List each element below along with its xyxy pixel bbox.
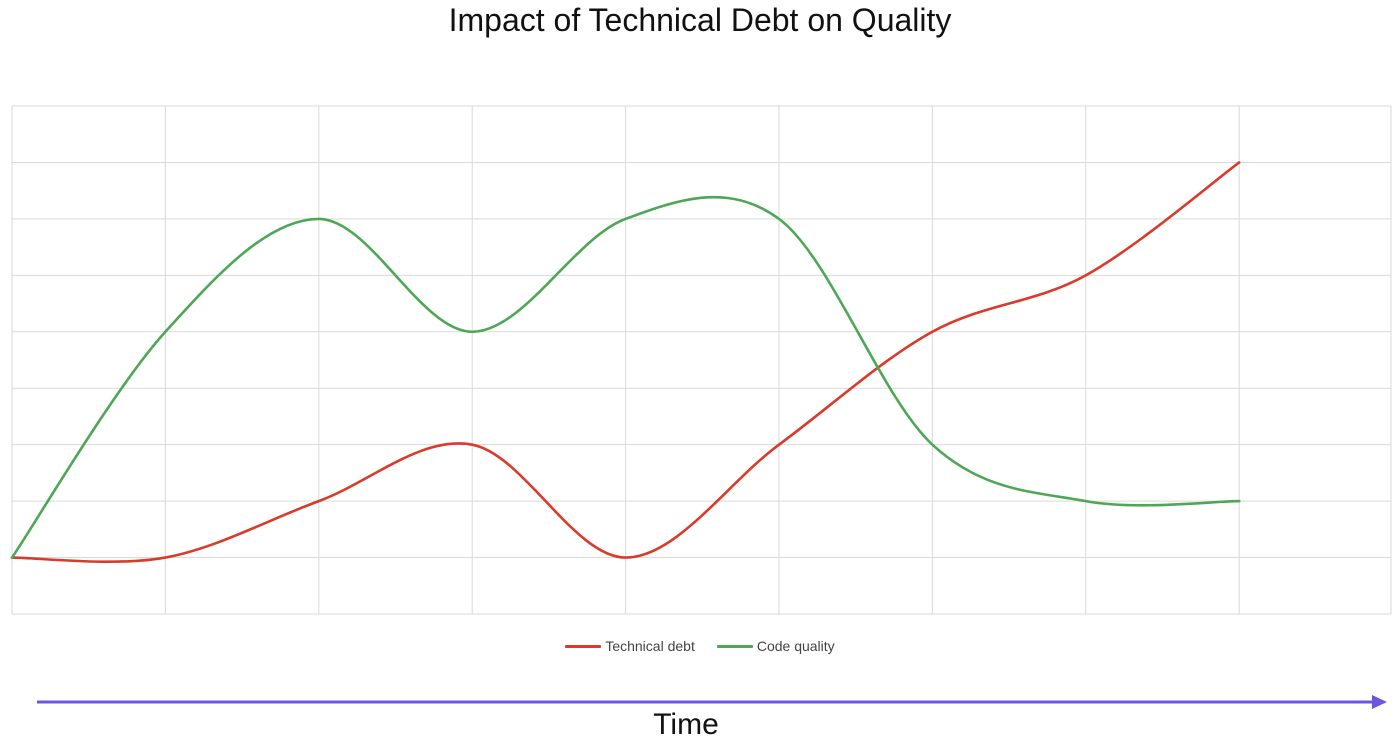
legend-label-code-quality: Code quality <box>756 638 835 654</box>
chart-series <box>10 161 1241 564</box>
time-arrow-head <box>1372 695 1387 709</box>
series-line-code-quality <box>10 195 1241 559</box>
legend-label-technical-debt: Technical debt <box>605 638 695 654</box>
chart-legend: Technical debt Code quality <box>0 638 1400 654</box>
legend-item-code-quality: Code quality <box>716 638 835 654</box>
x-axis-label: Time <box>653 708 719 741</box>
chart-grid <box>11 105 1392 615</box>
legend-swatch-code-quality <box>716 644 753 648</box>
legend-swatch-technical-debt <box>565 644 602 648</box>
time-axis-arrow <box>37 695 1387 709</box>
series-line-technical-debt <box>10 161 1241 564</box>
chart-title: Impact of Technical Debt on Quality <box>448 2 952 38</box>
legend-item-technical-debt: Technical debt <box>565 638 695 654</box>
